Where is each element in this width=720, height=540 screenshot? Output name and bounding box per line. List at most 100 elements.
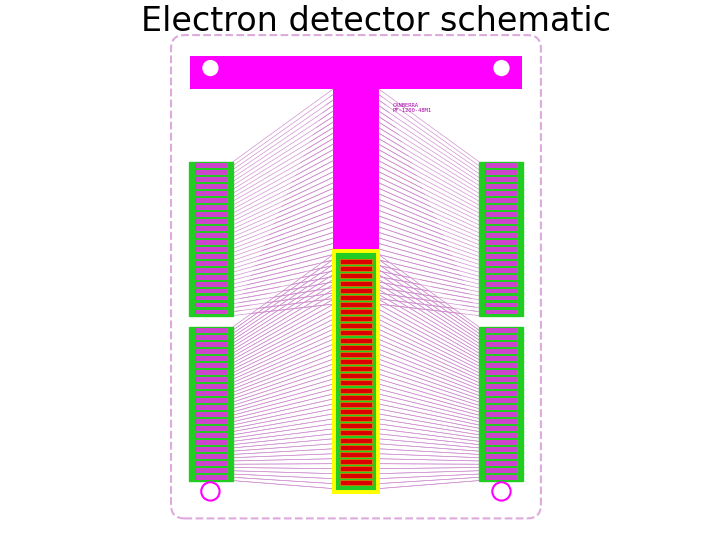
Bar <box>341 452 372 457</box>
Polygon shape <box>190 89 333 315</box>
Bar <box>485 468 517 472</box>
FancyBboxPatch shape <box>171 35 541 518</box>
Bar <box>485 406 517 410</box>
Bar <box>195 392 227 396</box>
Bar <box>195 454 227 458</box>
Bar <box>195 191 227 195</box>
Bar <box>195 261 227 266</box>
Bar <box>485 177 517 181</box>
Bar <box>195 177 227 181</box>
Bar <box>195 406 227 410</box>
Bar <box>485 440 517 444</box>
Bar <box>485 447 517 451</box>
Bar <box>485 275 517 280</box>
Bar <box>195 342 227 347</box>
Bar <box>341 366 372 371</box>
Bar <box>485 261 517 266</box>
Bar <box>195 303 227 307</box>
Bar <box>195 184 227 188</box>
Bar <box>485 247 517 252</box>
Bar <box>485 282 517 287</box>
Bar <box>341 359 372 364</box>
Bar <box>485 370 517 375</box>
Bar <box>485 268 517 273</box>
Bar <box>337 254 375 489</box>
Bar <box>195 335 227 340</box>
Bar <box>195 413 227 416</box>
Bar <box>341 309 372 314</box>
Bar <box>341 459 372 464</box>
Bar <box>332 249 379 494</box>
Bar <box>341 288 372 293</box>
Bar <box>341 466 372 471</box>
Bar <box>195 170 227 174</box>
Bar <box>195 468 227 472</box>
Bar <box>485 219 517 224</box>
Circle shape <box>492 482 510 501</box>
Bar <box>485 399 517 403</box>
Bar <box>195 163 227 167</box>
Bar <box>485 461 517 465</box>
Bar <box>341 481 372 485</box>
Bar <box>195 310 227 314</box>
Bar <box>485 170 517 174</box>
Bar <box>195 356 227 361</box>
Bar <box>195 426 227 430</box>
Bar <box>341 273 372 278</box>
Polygon shape <box>377 254 522 327</box>
Bar <box>190 56 522 89</box>
Bar <box>485 296 517 300</box>
Bar <box>189 161 233 315</box>
Bar <box>485 226 517 231</box>
Bar <box>479 327 523 481</box>
Bar <box>195 289 227 294</box>
Bar <box>341 474 372 478</box>
Bar <box>485 198 517 202</box>
Bar <box>485 420 517 423</box>
Bar <box>195 205 227 210</box>
Bar <box>479 161 523 315</box>
Bar <box>195 212 227 217</box>
Circle shape <box>201 59 220 77</box>
Bar <box>485 205 517 210</box>
Bar <box>341 437 372 443</box>
Bar <box>341 266 372 271</box>
Bar <box>195 233 227 238</box>
Bar <box>485 233 517 238</box>
Bar <box>195 275 227 280</box>
Bar <box>341 416 372 421</box>
Bar <box>485 335 517 340</box>
Bar <box>195 420 227 423</box>
Bar <box>485 191 517 195</box>
Bar <box>195 247 227 252</box>
Bar <box>195 282 227 287</box>
Bar <box>485 289 517 294</box>
Bar <box>485 349 517 354</box>
Text: Electron detector schematic: Electron detector schematic <box>141 5 611 38</box>
Bar <box>195 254 227 259</box>
Bar <box>341 445 372 450</box>
Bar <box>195 268 227 273</box>
Bar <box>195 240 227 245</box>
Bar <box>341 402 372 407</box>
Bar <box>341 280 372 286</box>
Bar <box>195 475 227 480</box>
Bar <box>341 259 372 264</box>
Circle shape <box>201 482 220 501</box>
Bar <box>485 413 517 416</box>
Bar <box>341 302 372 307</box>
Bar <box>485 212 517 217</box>
Bar <box>341 323 372 328</box>
Bar <box>195 363 227 368</box>
Bar <box>195 226 227 231</box>
Bar <box>485 363 517 368</box>
Bar <box>341 430 372 435</box>
Bar <box>195 198 227 202</box>
Bar <box>485 254 517 259</box>
Bar <box>485 356 517 361</box>
Bar <box>341 338 372 343</box>
Bar <box>341 295 372 300</box>
Bar <box>195 461 227 465</box>
Bar <box>341 352 372 357</box>
Bar <box>341 316 372 321</box>
